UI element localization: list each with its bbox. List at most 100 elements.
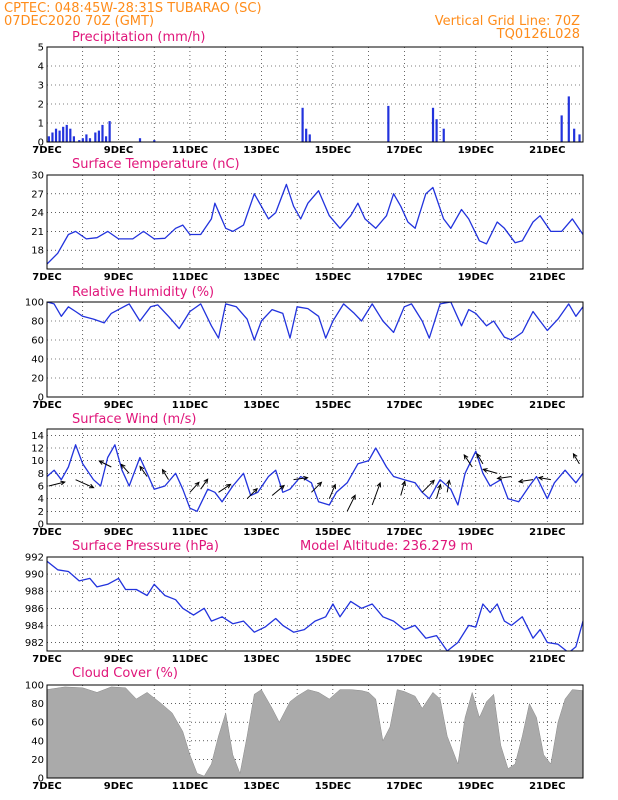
precip-bar	[442, 128, 445, 142]
y-tick-label: 0	[38, 774, 44, 785]
x-tick-label: 7DEC	[32, 527, 61, 538]
plot-frame	[46, 301, 584, 398]
precip-bar	[85, 134, 88, 142]
wind-arrow	[98, 460, 112, 468]
y-tick-label: 2	[38, 507, 44, 518]
precip-bar	[138, 138, 142, 142]
plot-area	[47, 560, 583, 651]
cloud-cover-title: Cloud Cover (%)	[72, 666, 178, 681]
wind-arrow	[572, 452, 580, 465]
y-tick-label: 984	[25, 621, 44, 632]
y-tick-label: 986	[25, 604, 44, 615]
y-tick-label: 80	[31, 699, 44, 710]
plot-area	[47, 96, 581, 142]
precip-bar	[97, 130, 101, 142]
y-tick-label: 10	[31, 456, 44, 467]
series-line	[47, 560, 583, 651]
cloud-cover-panel: Cloud Cover (%) 0 20 40 60 80 100 7DEC 9DEC 11DE…	[25, 666, 584, 792]
plot-frame	[46, 428, 584, 525]
x-tick-label: 15DEC	[315, 400, 351, 411]
y-tick-label: 12	[31, 444, 44, 455]
x-tick-label: 19DEC	[458, 272, 494, 283]
x-tick-label: 7DEC	[32, 145, 61, 156]
wind-arrow	[120, 463, 130, 474]
x-tick-label: 15DEC	[315, 527, 351, 538]
precip-bar	[431, 107, 435, 142]
x-tick-label: 21DEC	[529, 527, 565, 538]
y-tick-label: 3	[38, 81, 44, 92]
x-tick-label: 19DEC	[458, 781, 494, 792]
precip-bar	[305, 128, 308, 142]
wind-arrow	[436, 483, 442, 499]
y-tick-label: 60	[31, 336, 44, 347]
precip-bar	[69, 128, 72, 142]
x-tick-label: 21DEC	[529, 272, 565, 283]
x-tick-label: 9DEC	[104, 781, 133, 792]
x-tick-label: 19DEC	[458, 654, 494, 665]
x-tick-label: 13DEC	[243, 781, 279, 792]
pressure-panel: Surface Pressure (hPa) Model Altitude: 2…	[25, 539, 584, 665]
precip-bar	[101, 124, 104, 142]
y-tick-label: 40	[31, 355, 44, 366]
precip-bar	[435, 119, 438, 142]
x-tick-label: 9DEC	[104, 400, 133, 411]
x-tick-label: 17DEC	[386, 781, 422, 792]
precipitation-panel: Precipitation (mm/h) 0 1 2 3 4 5 7DEC 9DEC 11DEC…	[32, 30, 584, 156]
precip-bar	[94, 132, 97, 142]
y-tick-label: 20	[31, 374, 44, 385]
x-tick-label: 21DEC	[529, 654, 565, 665]
pressure-title: Surface Pressure (hPa)	[72, 539, 219, 554]
y-tick-label: 992	[25, 553, 44, 564]
x-tick-label: 17DEC	[386, 527, 422, 538]
precip-bar	[58, 130, 61, 142]
y-tick-label: 4	[38, 494, 44, 505]
plot-area	[47, 444, 583, 512]
temperature-title: Surface Temperature (nC)	[72, 157, 240, 172]
x-tick-label: 21DEC	[529, 145, 565, 156]
wind-arrow	[446, 479, 451, 493]
run-date: 07DEC2020 70Z (GMT)	[4, 14, 154, 29]
precip-bar	[54, 128, 58, 142]
y-tick-label: 982	[25, 638, 44, 649]
plot-area	[47, 686, 583, 778]
wind-arrow	[75, 479, 95, 489]
x-tick-label: 15DEC	[315, 654, 351, 665]
x-tick-label: 15DEC	[315, 781, 351, 792]
plot-area	[47, 183, 583, 265]
x-tick-label: 19DEC	[458, 145, 494, 156]
station-info: CPTEC: 048:45W-28:31S TUBARAO (SC)	[4, 1, 262, 16]
wind-arrow	[311, 481, 323, 493]
x-tick-label: 13DEC	[243, 272, 279, 283]
y-tick-label: 30	[31, 171, 44, 182]
x-tick-label: 11DEC	[172, 145, 208, 156]
y-tick-label: 988	[25, 587, 44, 598]
wind-arrow	[200, 478, 209, 490]
x-tick-label: 9DEC	[104, 272, 133, 283]
y-tick-label: 1	[38, 119, 44, 130]
series-line	[47, 444, 583, 512]
x-tick-label: 21DEC	[529, 781, 565, 792]
precip-bar	[78, 140, 81, 142]
plot-frame	[46, 174, 584, 270]
precip-bar	[51, 132, 54, 142]
y-tick-label: 40	[31, 736, 44, 747]
x-tick-label: 19DEC	[458, 400, 494, 411]
x-tick-label: 17DEC	[386, 654, 422, 665]
x-tick-label: 11DEC	[172, 781, 208, 792]
precip-bar	[108, 121, 111, 142]
x-tick-label: 7DEC	[32, 400, 61, 411]
wind-title: Surface Wind (m/s)	[72, 412, 196, 427]
precip-bar	[47, 136, 50, 142]
wind-arrow	[48, 480, 66, 487]
precipitation-plot: 0 1 2 3 4 5 7DEC 9DEC 11DEC 13DEC 15DEC 17DEC 19DEC 2…	[32, 43, 584, 156]
cloud-cover-plot: 0 20 40 60 80 100 7DEC 9DEC 11DEC 13DEC 15DEC 17DEC…	[25, 681, 584, 792]
x-tick-label: 9DEC	[104, 527, 133, 538]
precip-bar	[567, 96, 570, 142]
wind-arrow	[246, 487, 258, 500]
y-tick-label: 0	[38, 520, 44, 531]
y-tick-label: 100	[25, 298, 44, 309]
x-tick-label: 19DEC	[458, 527, 494, 538]
x-tick-label: 21DEC	[529, 400, 565, 411]
